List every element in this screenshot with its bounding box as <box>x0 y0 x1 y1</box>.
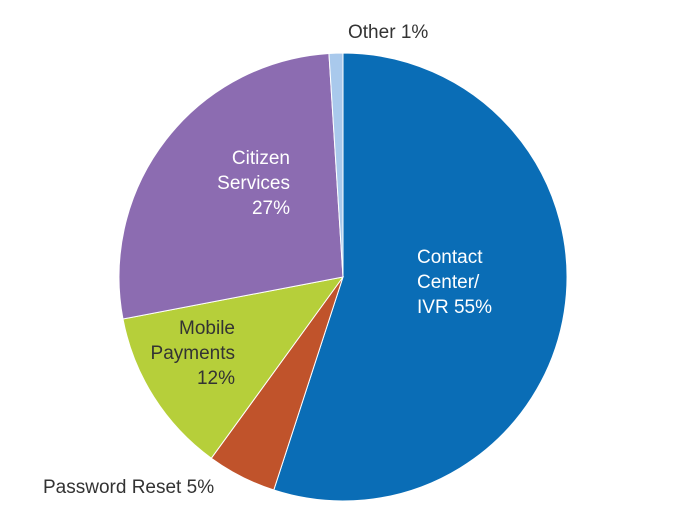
slice-label: Citizen Services 27% <box>205 146 290 221</box>
pie-slice <box>328 52 344 278</box>
slice-label: Mobile Payments 12% <box>140 316 235 391</box>
pie-slice <box>122 276 345 459</box>
category-label: Mobile Payments <box>150 318 235 364</box>
value-label: 12% <box>196 368 235 389</box>
pie-slice <box>118 52 344 320</box>
value-label: 1% <box>400 22 429 43</box>
value-label: 5% <box>186 477 215 498</box>
value-label: 27% <box>251 198 290 219</box>
category-label: Contact Center/ IVR <box>417 247 483 318</box>
slice-label: Password Reset 5% <box>43 475 243 500</box>
value-label: 55% <box>453 297 492 318</box>
category-label: Password Reset <box>43 477 182 498</box>
slice-label: Other 1% <box>348 20 468 45</box>
pie-slice <box>273 52 568 502</box>
slice-label: Contact Center/ IVR 55% <box>417 245 512 320</box>
category-label: Citizen Services <box>217 148 290 194</box>
category-label: Other <box>348 22 396 43</box>
